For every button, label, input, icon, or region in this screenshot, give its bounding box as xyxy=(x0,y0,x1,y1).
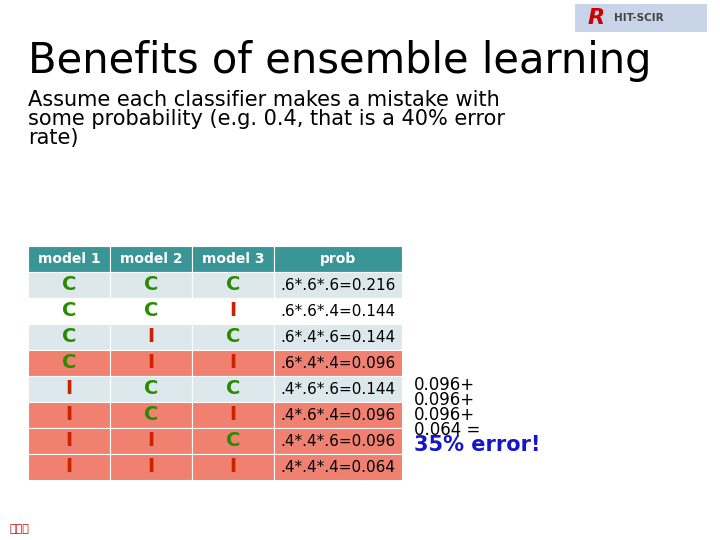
Text: .6*.4*.4=0.096: .6*.4*.4=0.096 xyxy=(280,355,395,370)
Text: C: C xyxy=(144,301,158,321)
Text: 0.064 =: 0.064 = xyxy=(414,421,480,439)
Text: some probability (e.g. 0.4, that is a 40% error: some probability (e.g. 0.4, that is a 40… xyxy=(28,109,505,129)
Text: C: C xyxy=(226,380,240,399)
Text: 35% error!: 35% error! xyxy=(414,435,541,455)
FancyBboxPatch shape xyxy=(192,428,274,454)
Text: C: C xyxy=(144,406,158,424)
FancyBboxPatch shape xyxy=(110,246,192,272)
Text: I: I xyxy=(230,457,237,476)
Text: C: C xyxy=(226,327,240,347)
Text: C: C xyxy=(144,380,158,399)
FancyBboxPatch shape xyxy=(274,324,402,350)
Text: R: R xyxy=(588,8,605,28)
Text: I: I xyxy=(230,301,237,321)
FancyBboxPatch shape xyxy=(110,298,192,324)
Text: prob: prob xyxy=(320,252,356,266)
FancyBboxPatch shape xyxy=(110,350,192,376)
Text: C: C xyxy=(62,327,76,347)
Text: 0.096+: 0.096+ xyxy=(414,391,475,409)
FancyBboxPatch shape xyxy=(274,402,402,428)
Text: rate): rate) xyxy=(28,128,78,148)
FancyBboxPatch shape xyxy=(192,272,274,298)
FancyBboxPatch shape xyxy=(192,376,274,402)
FancyBboxPatch shape xyxy=(274,350,402,376)
Text: 哈工：: 哈工： xyxy=(10,524,30,534)
Text: .4*.6*.6=0.144: .4*.6*.6=0.144 xyxy=(280,381,395,396)
FancyBboxPatch shape xyxy=(274,272,402,298)
FancyBboxPatch shape xyxy=(28,376,110,402)
Text: .6*.6*.6=0.216: .6*.6*.6=0.216 xyxy=(280,278,396,293)
Text: I: I xyxy=(230,354,237,373)
Text: C: C xyxy=(62,354,76,373)
Text: I: I xyxy=(230,406,237,424)
Text: Assume each classifier makes a mistake with: Assume each classifier makes a mistake w… xyxy=(28,90,500,110)
FancyBboxPatch shape xyxy=(274,246,402,272)
Text: HIT-SCIR: HIT-SCIR xyxy=(614,13,664,23)
FancyBboxPatch shape xyxy=(274,454,402,480)
FancyBboxPatch shape xyxy=(28,402,110,428)
Text: model 3: model 3 xyxy=(202,252,264,266)
Text: C: C xyxy=(62,301,76,321)
FancyBboxPatch shape xyxy=(28,454,110,480)
FancyBboxPatch shape xyxy=(110,402,192,428)
Text: model 2: model 2 xyxy=(120,252,182,266)
FancyBboxPatch shape xyxy=(192,402,274,428)
Text: C: C xyxy=(226,275,240,294)
FancyBboxPatch shape xyxy=(274,428,402,454)
Text: I: I xyxy=(66,431,73,450)
Text: I: I xyxy=(66,380,73,399)
Text: .4*.4*.6=0.096: .4*.4*.6=0.096 xyxy=(280,434,395,449)
FancyBboxPatch shape xyxy=(575,4,707,32)
Text: I: I xyxy=(148,457,155,476)
Text: .6*.6*.4=0.144: .6*.6*.4=0.144 xyxy=(280,303,395,319)
FancyBboxPatch shape xyxy=(192,324,274,350)
Text: C: C xyxy=(226,431,240,450)
FancyBboxPatch shape xyxy=(28,324,110,350)
Text: I: I xyxy=(148,354,155,373)
Text: I: I xyxy=(66,406,73,424)
FancyBboxPatch shape xyxy=(192,454,274,480)
Text: 0.096+: 0.096+ xyxy=(414,376,475,394)
Text: I: I xyxy=(66,457,73,476)
FancyBboxPatch shape xyxy=(110,454,192,480)
Text: Benefits of ensemble learning: Benefits of ensemble learning xyxy=(28,40,652,82)
Text: .4*.4*.4=0.064: .4*.4*.4=0.064 xyxy=(281,460,395,475)
FancyBboxPatch shape xyxy=(28,428,110,454)
Text: C: C xyxy=(62,275,76,294)
Text: .4*.6*.4=0.096: .4*.6*.4=0.096 xyxy=(280,408,395,422)
FancyBboxPatch shape xyxy=(274,376,402,402)
FancyBboxPatch shape xyxy=(28,298,110,324)
Text: 0.096+: 0.096+ xyxy=(414,406,475,424)
FancyBboxPatch shape xyxy=(110,428,192,454)
Text: model 1: model 1 xyxy=(37,252,100,266)
FancyBboxPatch shape xyxy=(110,376,192,402)
FancyBboxPatch shape xyxy=(110,272,192,298)
Text: .6*.4*.6=0.144: .6*.4*.6=0.144 xyxy=(280,329,395,345)
Text: I: I xyxy=(148,327,155,347)
FancyBboxPatch shape xyxy=(274,298,402,324)
FancyBboxPatch shape xyxy=(192,298,274,324)
FancyBboxPatch shape xyxy=(192,350,274,376)
FancyBboxPatch shape xyxy=(28,350,110,376)
Text: C: C xyxy=(144,275,158,294)
FancyBboxPatch shape xyxy=(110,324,192,350)
FancyBboxPatch shape xyxy=(192,246,274,272)
Text: I: I xyxy=(148,431,155,450)
FancyBboxPatch shape xyxy=(28,246,110,272)
FancyBboxPatch shape xyxy=(28,272,110,298)
